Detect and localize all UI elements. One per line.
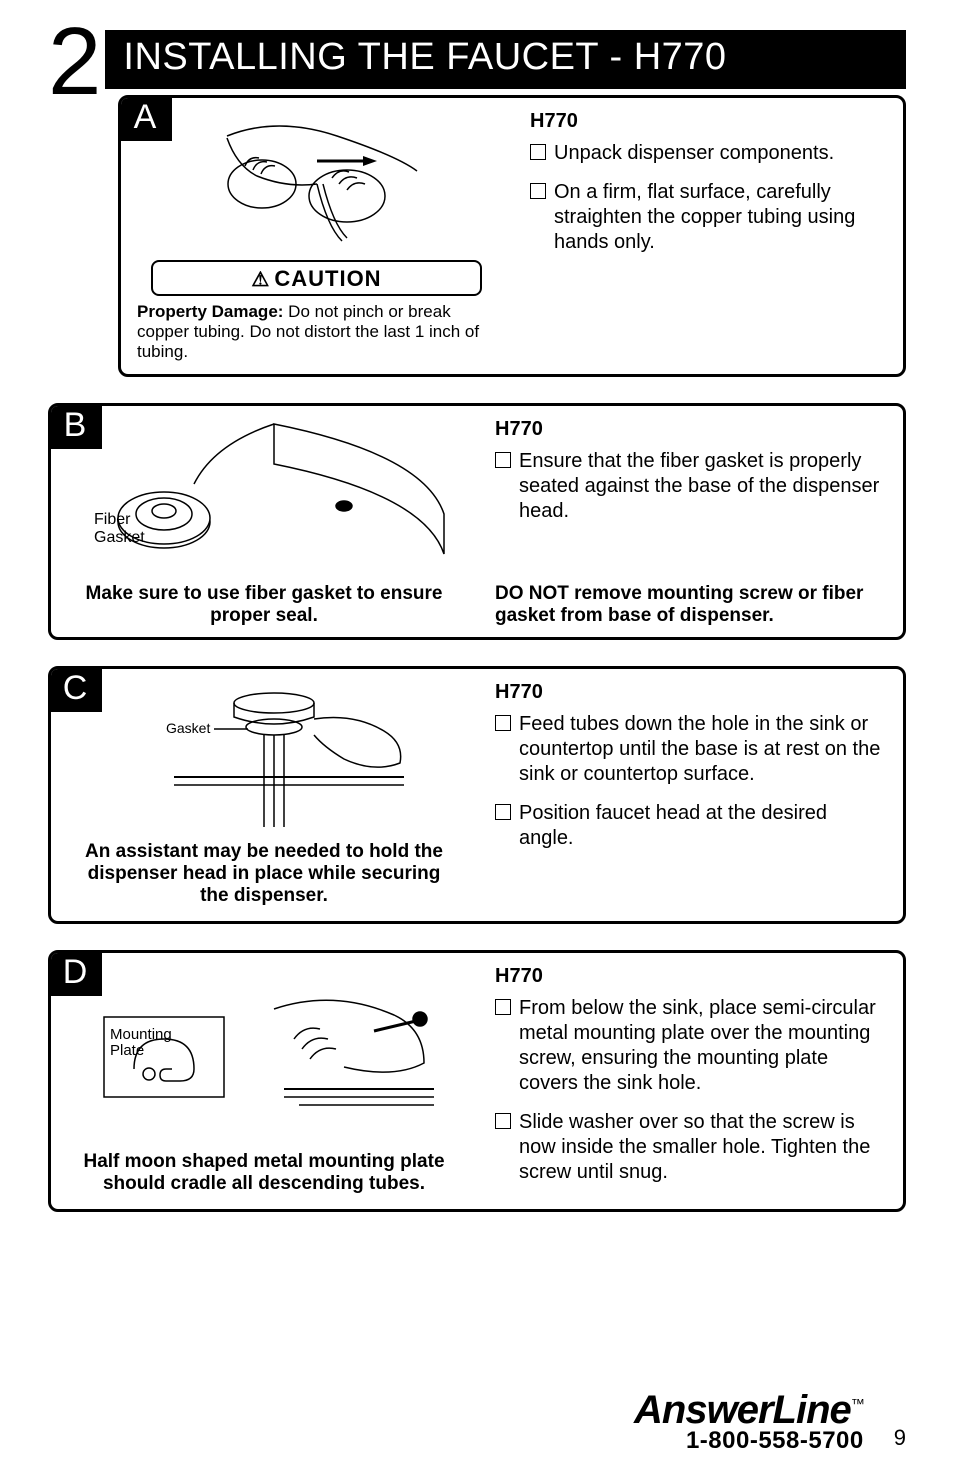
page-title-bar: INSTALLING THE FAUCET - H770 bbox=[105, 30, 906, 89]
panel-c-badge: C bbox=[48, 666, 102, 712]
panel-b-check-1: Ensure that the fiber gasket is properly… bbox=[495, 449, 885, 524]
panel-c-right: H770 Feed tubes down the hole in the sin… bbox=[477, 669, 903, 921]
checkbox-icon bbox=[495, 1113, 511, 1129]
mounting-label-1: Mounting bbox=[110, 1026, 172, 1043]
panel-c-left: C bbox=[51, 669, 477, 921]
panel-d-check-1: From below the sink, place semi-circular… bbox=[495, 996, 885, 1096]
panel-b-left-note: Make sure to use fiber gasket to ensure … bbox=[51, 575, 477, 637]
panel-d-check-2-text: Slide washer over so that the screw is n… bbox=[519, 1110, 885, 1185]
panel-d-left-note: Half moon shaped metal mounting plate sh… bbox=[61, 1147, 467, 1199]
panel-a-check-2: On a firm, flat surface, carefully strai… bbox=[530, 180, 885, 255]
panel-c-model: H770 bbox=[495, 681, 885, 704]
panel-a-check-2-text: On a firm, flat surface, carefully strai… bbox=[554, 180, 885, 255]
panel-d-badge: D bbox=[48, 950, 102, 996]
brand-block: AnswerLine™ 1-800-558-5700 bbox=[634, 1388, 864, 1455]
illustration-faucet-insert: Gasket bbox=[104, 677, 424, 837]
fiber-label-1: Fiber bbox=[94, 511, 131, 528]
panel-a-model: H770 bbox=[530, 110, 885, 133]
panel-b-bottom-row: Make sure to use fiber gasket to ensure … bbox=[51, 574, 903, 637]
checkbox-icon bbox=[530, 183, 546, 199]
panel-a-check-1: Unpack dispenser components. bbox=[530, 141, 885, 166]
panel-d-check-2: Slide washer over so that the screw is n… bbox=[495, 1110, 885, 1185]
panel-b: B bbox=[48, 403, 906, 640]
panel-c-check-2: Position faucet head at the desired angl… bbox=[495, 801, 885, 851]
step-number: 2 bbox=[48, 24, 101, 101]
checkbox-icon bbox=[495, 804, 511, 820]
panel-a-badge: A bbox=[118, 95, 172, 141]
page-number: 9 bbox=[894, 1425, 906, 1455]
panel-d-model: H770 bbox=[495, 965, 885, 988]
checkbox-icon bbox=[495, 452, 511, 468]
panel-b-badge: B bbox=[48, 403, 102, 449]
trademark-symbol: ™ bbox=[851, 1396, 864, 1412]
panel-a-left: A bbox=[121, 98, 512, 374]
panel-a: A bbox=[118, 95, 906, 377]
panel-d-illustration: Mounting Plate bbox=[61, 961, 467, 1147]
mounting-label-2: Plate bbox=[110, 1042, 144, 1059]
panel-b-check-1-text: Ensure that the fiber gasket is properly… bbox=[519, 449, 885, 524]
warning-triangle-icon: ⚠ bbox=[251, 269, 270, 291]
caution-label: CAUTION bbox=[274, 266, 381, 291]
step-header: 2 INSTALLING THE FAUCET - H770 bbox=[48, 24, 906, 101]
page-footer: AnswerLine™ 1-800-558-5700 9 bbox=[48, 1388, 906, 1455]
panel-a-caution-text: Property Damage: Do not pinch or break c… bbox=[131, 302, 502, 364]
panel-d-left: D bbox=[51, 953, 477, 1209]
panel-c-check-1-text: Feed tubes down the hole in the sink or … bbox=[519, 712, 885, 787]
panel-b-left: B bbox=[51, 406, 477, 574]
panel-a-check-1-text: Unpack dispenser components. bbox=[554, 141, 834, 166]
panel-b-right: H770 Ensure that the fiber gasket is pro… bbox=[477, 406, 903, 574]
page-root: 2 INSTALLING THE FAUCET - H770 A bbox=[0, 0, 954, 1475]
panel-b-illustration: Fiber Gasket bbox=[61, 414, 467, 574]
panel-d-right: H770 From below the sink, place semi-cir… bbox=[477, 953, 903, 1209]
panel-a-right: H770 Unpack dispenser components. On a f… bbox=[512, 98, 903, 374]
illustration-mounting-plate: Mounting Plate bbox=[74, 969, 454, 1139]
caution-box: ⚠CAUTION bbox=[151, 260, 482, 296]
checkbox-icon bbox=[495, 999, 511, 1015]
panel-a-illustration bbox=[131, 106, 502, 256]
panel-b-model: H770 bbox=[495, 418, 885, 441]
panel-c-left-note: An assistant may be needed to hold the d… bbox=[61, 837, 467, 911]
illustration-hands-tubing bbox=[167, 106, 467, 256]
illustration-fiber-gasket: Fiber Gasket bbox=[74, 414, 454, 574]
panel-c-illustration: Gasket bbox=[61, 677, 467, 837]
panel-c: C bbox=[48, 666, 906, 924]
panel-c-check-2-text: Position faucet head at the desired angl… bbox=[519, 801, 885, 851]
panel-d-check-1-text: From below the sink, place semi-circular… bbox=[519, 996, 885, 1096]
checkbox-icon bbox=[530, 144, 546, 160]
fiber-label-2: Gasket bbox=[94, 529, 145, 546]
panel-b-right-warn: DO NOT remove mounting screw or fiber ga… bbox=[477, 575, 903, 637]
panel-c-check-1: Feed tubes down the hole in the sink or … bbox=[495, 712, 885, 787]
gasket-label: Gasket bbox=[166, 720, 210, 736]
panel-d: D bbox=[48, 950, 906, 1212]
checkbox-icon bbox=[495, 715, 511, 731]
